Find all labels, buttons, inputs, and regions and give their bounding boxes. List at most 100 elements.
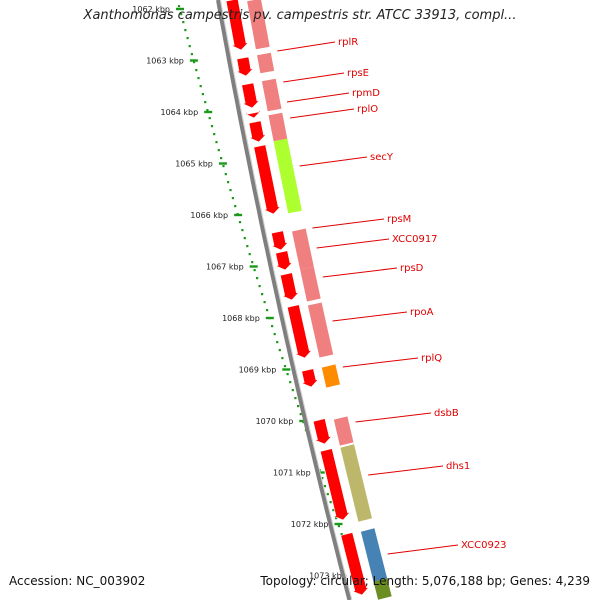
scale-dot xyxy=(273,333,276,336)
scale-dot xyxy=(256,277,259,280)
scale-dot xyxy=(266,309,269,312)
scale-dot xyxy=(253,269,256,272)
backbone-line xyxy=(216,0,352,600)
forward-strand-arrow xyxy=(253,144,282,215)
scale-dot xyxy=(332,509,335,512)
scale-dot xyxy=(289,381,292,384)
forward-strand-arrow xyxy=(241,82,261,109)
cds-bar xyxy=(340,444,372,522)
gene-label-rpsd: rpsD xyxy=(400,263,424,274)
accession-label: Accession: NC_003902 xyxy=(9,574,146,588)
scale-tick-label: 1071 kbp xyxy=(273,469,311,478)
gene-label-rplq: rplQ xyxy=(421,353,442,364)
scale-dot xyxy=(321,477,324,480)
scale-tick xyxy=(265,316,274,320)
cds-bar xyxy=(247,0,270,50)
scale-tick-label: 1065 kbp xyxy=(175,160,213,169)
scale-dot xyxy=(246,245,249,248)
scale-dot xyxy=(286,373,289,376)
scale-tick-label: 1064 kbp xyxy=(160,108,198,117)
scale-dot xyxy=(190,53,193,56)
gene-label-rpsm: rpsM xyxy=(387,214,411,225)
scale-dot xyxy=(337,525,340,528)
scale-dot xyxy=(326,493,329,496)
gene-label-xcc0923: XCC0923 xyxy=(461,540,507,551)
scale-dot xyxy=(243,237,246,240)
label-leader-line xyxy=(286,92,350,103)
scale-dot xyxy=(329,501,332,504)
cds-bar xyxy=(321,364,340,388)
scale-tick-label: 1066 kbp xyxy=(190,211,228,220)
scale-dot xyxy=(215,141,218,144)
scale-dot xyxy=(180,13,183,16)
scale-dot xyxy=(210,125,214,128)
feature-tracks xyxy=(225,0,392,600)
gene-label-rpoa: rpoA xyxy=(410,307,434,318)
label-leader-line xyxy=(277,41,336,52)
scale-tick xyxy=(316,471,325,474)
forward-strand-arrow xyxy=(235,56,255,77)
forward-strand-arrow xyxy=(248,120,267,143)
cds-bar xyxy=(292,228,314,270)
scale-tick-label: 1070 kbp xyxy=(256,417,294,426)
scale-dot xyxy=(229,189,232,192)
scale-dot xyxy=(197,77,200,80)
cds-bar xyxy=(300,266,321,302)
scale-dot xyxy=(258,285,261,288)
forward-strand-arrow xyxy=(270,230,289,251)
scale-tick xyxy=(176,7,184,11)
scale-dot xyxy=(220,157,223,160)
label-leader-line xyxy=(290,108,355,119)
scale-tick-label: 1063 kbp xyxy=(146,57,184,66)
scale-dot xyxy=(291,389,294,392)
gene-label-xcc0917: XCC0917 xyxy=(392,234,438,245)
scale-dot xyxy=(188,45,191,48)
scale-dot xyxy=(276,341,279,344)
scale-dot xyxy=(208,117,211,120)
forward-strand-arrow xyxy=(274,250,294,271)
forward-strand-arrow xyxy=(279,272,300,301)
scale-dot xyxy=(195,69,198,72)
scale-dot xyxy=(335,517,338,520)
cds-bar xyxy=(307,302,334,358)
label-leader-line xyxy=(332,311,408,322)
label-leader-line xyxy=(368,465,444,476)
forward-strand-arrow xyxy=(243,110,263,119)
genome-backbone xyxy=(216,0,353,600)
scale-dot xyxy=(222,165,225,168)
scale-dot xyxy=(234,205,237,208)
gene-label-rpmd: rpmD xyxy=(352,88,380,99)
forward-strand-arrow xyxy=(225,0,250,51)
label-leader-line xyxy=(316,238,390,249)
gene-label-secy: secY xyxy=(370,152,394,163)
scale-dot xyxy=(227,181,230,184)
label-leader-line xyxy=(299,156,368,167)
forward-strand-arrow xyxy=(300,368,320,388)
label-leader-line xyxy=(322,267,398,278)
cds-bar xyxy=(273,138,302,214)
scale-dot xyxy=(241,229,244,232)
scale-tick-label: 1062 kbp xyxy=(132,5,170,14)
scale-dot xyxy=(248,253,251,256)
cds-bar xyxy=(333,416,354,446)
scale-dot xyxy=(323,485,327,488)
scale-dot xyxy=(184,29,187,32)
scale-dot xyxy=(297,405,300,408)
gene-label-dsbb: dsbB xyxy=(434,408,459,419)
scale-dot xyxy=(231,197,234,200)
label-leader-line xyxy=(355,412,432,423)
scale-dot xyxy=(201,93,204,96)
label-leader-line xyxy=(283,72,345,83)
scale-tick-label: 1068 kbp xyxy=(222,314,260,323)
genome-summary: Topology: circular; Length: 5,076,188 bp… xyxy=(260,574,590,588)
scale-dot xyxy=(294,397,297,400)
scale-tick xyxy=(234,213,243,217)
gene-label-rplo: rplO xyxy=(357,104,378,115)
scale-dot xyxy=(224,173,227,176)
scale-dot xyxy=(193,61,196,64)
scale-tick xyxy=(189,59,198,62)
forward-strand-arrow xyxy=(319,448,351,521)
scale-dot xyxy=(281,357,284,360)
cds-bar xyxy=(373,578,392,600)
cds-bar xyxy=(360,528,388,582)
